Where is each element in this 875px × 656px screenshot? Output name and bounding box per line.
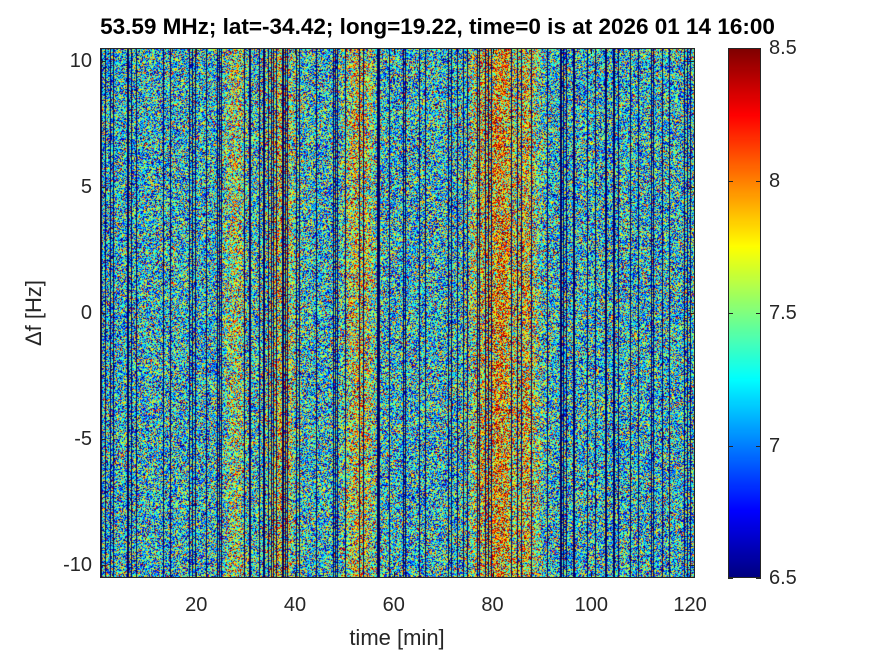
tick-mark [756, 578, 761, 579]
tick-mark [689, 313, 695, 314]
tick-mark [100, 313, 106, 314]
tick-mark [728, 180, 733, 182]
tick-mark [100, 186, 106, 188]
tick-mark [690, 48, 692, 54]
tick-mark [100, 60, 106, 62]
colorbar-tick-label: 7 [769, 434, 781, 457]
tick-mark [756, 48, 761, 49]
tick-mark [728, 313, 733, 314]
tick-mark [393, 48, 395, 54]
x-tick-label: 80 [481, 594, 504, 616]
colorbar-tick-label: 8.5 [769, 37, 797, 59]
tick-mark [756, 313, 761, 314]
colorbar-tick-label: 7.5 [769, 302, 797, 324]
tick-mark [690, 572, 692, 578]
colorbar [728, 48, 761, 578]
tick-mark [591, 572, 593, 578]
x-tick-label: 60 [382, 594, 405, 616]
y-axis-label: Δf [Hz] [21, 279, 46, 347]
tick-mark [756, 180, 761, 182]
tick-mark [393, 572, 395, 578]
tick-mark [728, 578, 733, 579]
y-tick-label: 10 [69, 49, 92, 72]
y-tick-label: 5 [80, 175, 92, 198]
y-tick-label: -10 [63, 554, 92, 577]
tick-mark [196, 572, 198, 578]
tick-mark [492, 572, 494, 578]
tick-mark [295, 48, 297, 54]
y-tick-label: 0 [80, 302, 92, 324]
tick-mark [689, 439, 695, 441]
tick-mark [689, 565, 695, 567]
x-tick-label: 20 [185, 594, 208, 616]
tick-mark [689, 60, 695, 62]
tick-mark [591, 48, 593, 54]
x-tick-label: 40 [283, 594, 307, 616]
colorbar-tick-label: 8 [769, 169, 781, 192]
tick-mark [100, 439, 106, 441]
heatmap-plot-area [100, 48, 695, 578]
tick-mark [728, 48, 733, 49]
tick-mark [689, 186, 695, 188]
tick-mark [728, 445, 733, 447]
tick-mark [100, 565, 106, 567]
x-axis-label: time [min] [349, 625, 445, 650]
tick-mark [756, 445, 761, 447]
x-tick-label: 100 [574, 594, 608, 616]
chart-title: 53.59 MHz; lat=-34.42; long=19.22, time=… [100, 14, 775, 39]
x-tick-label: 120 [673, 594, 707, 616]
tick-mark [196, 48, 198, 54]
y-tick-label: -5 [74, 428, 92, 451]
tick-mark [295, 572, 297, 578]
colorbar-tick-label: 6.5 [769, 567, 797, 589]
tick-mark [492, 48, 494, 54]
